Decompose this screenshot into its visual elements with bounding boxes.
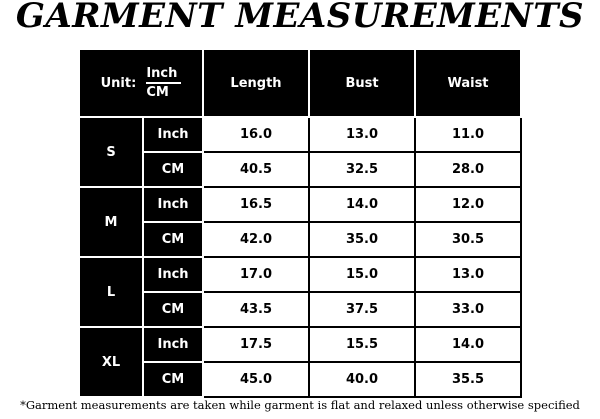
size-label: XL [77, 326, 145, 398]
unit-label: Inch [142, 326, 204, 363]
measurement-cell: 17.5 [202, 326, 310, 363]
table-row: M Inch 16.5 14.0 12.0 [77, 186, 522, 258]
size-label: M [77, 186, 145, 258]
measurement-cell: 33.0 [414, 291, 522, 328]
table-row: CM 42.0 35.0 30.5 [79, 221, 522, 258]
unit-label: Inch [142, 186, 204, 223]
table-row: S Inch 16.0 13.0 11.0 [77, 116, 522, 188]
header-row: Unit: Inch CM Length Bust Waist [78, 48, 522, 118]
unit-header: Unit: Inch CM [78, 48, 204, 118]
unit-label: CM [142, 151, 204, 188]
unit-inch: Inch [146, 66, 182, 84]
size-label: S [77, 116, 145, 188]
footnote: *Garment measurements are taken while ga… [20, 398, 580, 412]
measurement-cell: 35.5 [414, 361, 522, 398]
measurement-cell: 28.0 [414, 151, 522, 188]
measurement-cell: 14.0 [414, 326, 522, 363]
table-row: L Inch 17.0 15.0 13.0 [77, 256, 522, 328]
measurement-cell: 14.0 [308, 186, 416, 223]
size-chart-table: Unit: Inch CM Length Bust Waist S Inch 16.0… [77, 48, 522, 398]
unit-label: CM [142, 291, 204, 328]
measurement-cell: 17.0 [202, 256, 310, 293]
table-row: XL Inch 17.5 15.5 14.0 [77, 326, 522, 398]
measurement-cell: 15.5 [308, 326, 416, 363]
table-row: CM 40.5 32.5 28.0 [79, 151, 522, 188]
measurement-cell: 42.0 [202, 221, 310, 258]
measurement-cell: 45.0 [202, 361, 310, 398]
unit-label: Inch [142, 256, 204, 293]
column-header-waist: Waist [414, 48, 522, 118]
measurement-cell: 40.0 [308, 361, 416, 398]
measurement-cell: 15.0 [308, 256, 416, 293]
unit-label: Unit: [100, 75, 137, 91]
measurement-cell: 16.5 [202, 186, 310, 223]
measurement-cell: 13.0 [414, 256, 522, 293]
measurement-cell: 35.0 [308, 221, 416, 258]
measurement-cell: 12.0 [414, 186, 522, 223]
measurement-cell: 32.5 [308, 151, 416, 188]
unit-label: CM [142, 221, 204, 258]
measurement-cell: 13.0 [308, 116, 416, 153]
measurement-cell: 16.0 [202, 116, 310, 153]
table-row: CM 43.5 37.5 33.0 [79, 291, 522, 328]
unit-cm: CM [146, 85, 169, 100]
unit-label: CM [142, 361, 204, 398]
measurement-cell: 30.5 [414, 221, 522, 258]
measurement-cell: 40.5 [202, 151, 310, 188]
measurement-cell: 11.0 [414, 116, 522, 153]
unit-label: Inch [142, 116, 204, 153]
column-header-bust: Bust [308, 48, 416, 118]
size-label: L [77, 256, 145, 328]
measurement-cell: 37.5 [308, 291, 416, 328]
measurement-cell: 43.5 [202, 291, 310, 328]
column-header-length: Length [202, 48, 310, 118]
table-row: CM 45.0 40.0 35.5 [79, 361, 522, 398]
page-title: GARMENT MEASUREMENTS [15, 0, 585, 36]
